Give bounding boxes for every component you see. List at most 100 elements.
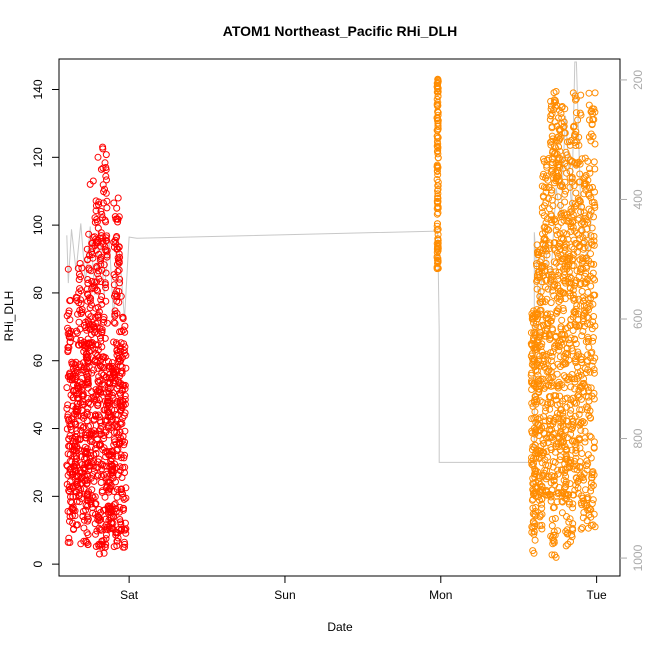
data-point [554,275,562,283]
data-point [83,480,90,488]
data-point [84,378,92,386]
data-point [102,234,110,242]
data-point [76,260,84,267]
data-point [121,322,129,330]
data-point [550,539,558,547]
data-point [117,454,125,462]
data-point [582,255,590,263]
data-point [582,215,590,223]
data-point [92,386,100,394]
data-point [91,411,99,419]
data-point [529,547,537,555]
data-point [91,345,99,353]
data-point [554,252,562,260]
data-point [72,407,80,415]
y-tick-label: 20 [31,489,45,503]
data-point [587,414,595,422]
data-point [584,460,592,468]
data-point [102,189,110,197]
data-point [78,308,86,316]
data-point [111,307,119,315]
data-point [560,118,568,126]
data-point [589,521,597,529]
data-point [115,266,123,274]
data-point [107,412,115,420]
data-point [102,218,110,226]
data-point [434,98,442,106]
data-point [562,473,570,480]
data-point [85,264,93,272]
data-point [67,296,74,304]
data-point [589,468,597,476]
data-point [540,413,548,421]
data-point [78,264,86,272]
data-point [66,316,74,324]
data-point [539,487,546,495]
data-point [73,444,80,452]
data-point [92,450,100,457]
data-point [536,292,544,300]
series-1 [63,143,130,558]
data-point [590,232,598,240]
data-point [98,430,105,438]
data-point [113,446,121,454]
data-point [528,379,536,387]
data-point [588,121,596,129]
y2-tick-label: 400 [631,189,645,209]
data-point [111,500,119,508]
data-point [85,362,93,370]
data-point [571,309,579,317]
data-point [572,142,580,149]
data-point [433,220,441,228]
data-point [575,196,583,204]
data-point [588,479,595,487]
data-point [552,98,559,106]
data-point [586,505,594,513]
data-point [66,432,74,440]
data-point [531,408,539,416]
data-point [547,105,555,113]
data-point [434,154,442,162]
data-point [558,209,566,217]
data-point [554,382,562,390]
data-point [111,236,119,244]
data-point [433,88,441,96]
data-point [561,198,569,206]
data-point [569,500,577,508]
data-point [80,423,88,431]
data-point [110,364,118,372]
data-point [550,477,558,485]
data-point [539,375,547,383]
data-point [90,366,98,374]
data-point [101,334,109,342]
data-point [586,321,594,329]
data-point [583,403,590,411]
data-point [539,440,547,447]
data-point [79,390,87,398]
data-point [551,515,559,522]
data-point [110,488,118,495]
data-point [111,377,119,385]
data-point [581,427,589,435]
data-point [93,263,101,270]
data-point [567,316,575,324]
data-point [554,223,562,231]
data-point [68,360,76,368]
data-point [433,253,441,261]
data-point [572,321,580,329]
data-point [540,158,548,165]
data-point [112,508,120,515]
data-point [556,245,564,253]
data-point [569,421,577,429]
data-point [85,340,93,348]
data-point [101,159,109,167]
data-point [587,282,595,290]
data-point [92,341,100,349]
data-point [571,200,579,208]
data-point [585,192,593,199]
data-point [571,437,579,445]
data-point [563,162,571,170]
data-point [87,400,95,408]
data-point [589,337,597,345]
data-point [559,164,567,172]
